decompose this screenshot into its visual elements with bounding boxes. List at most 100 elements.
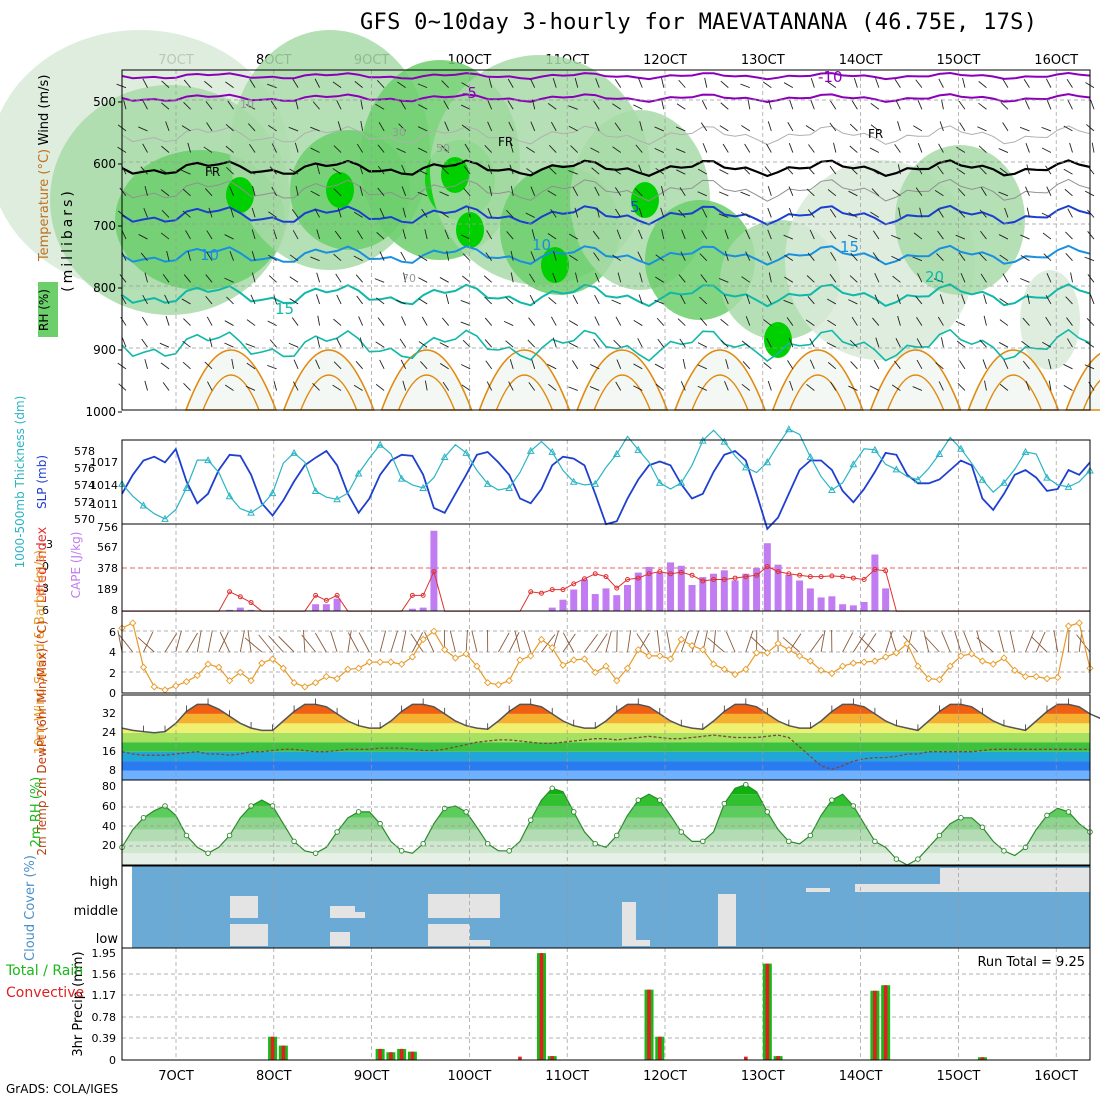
precip-convective-bar bbox=[378, 1048, 382, 1060]
wind10m-barb bbox=[954, 630, 962, 653]
wind-barb bbox=[551, 121, 557, 132]
rh2m-marker bbox=[850, 803, 857, 809]
lifted-index-marker bbox=[840, 574, 846, 580]
wind-barb bbox=[720, 102, 729, 110]
wind10m-marker bbox=[634, 646, 642, 654]
wind-barb bbox=[359, 337, 364, 348]
wind-barb bbox=[937, 165, 944, 175]
freezing-level-label: FR bbox=[868, 127, 883, 141]
rh-legend-label: RH (%) bbox=[37, 289, 51, 331]
wind-barb bbox=[912, 256, 923, 262]
wind-barb bbox=[187, 250, 191, 261]
wind-barb bbox=[870, 211, 880, 218]
thickness-marker bbox=[247, 508, 255, 516]
wind-barb bbox=[850, 252, 858, 261]
lifted-index-marker bbox=[850, 575, 856, 581]
wind10m-marker bbox=[408, 653, 417, 661]
wind-barb bbox=[786, 317, 794, 326]
cloud-bg bbox=[132, 866, 1090, 948]
wind-barb bbox=[593, 338, 600, 348]
wind-barb bbox=[508, 121, 514, 132]
wind-barb bbox=[807, 295, 815, 305]
wind-barb bbox=[1004, 207, 1009, 218]
wind-barb bbox=[740, 211, 751, 218]
wind-barb bbox=[181, 125, 191, 132]
wind-barb bbox=[1063, 385, 1073, 391]
wind-barb bbox=[1048, 359, 1052, 369]
rh-contour bbox=[121, 125, 1091, 146]
temp-band bbox=[122, 742, 1090, 752]
wind10m-barb bbox=[605, 630, 612, 653]
wind10m-marker bbox=[591, 668, 599, 677]
wind-barb bbox=[359, 164, 364, 175]
wind10m-barb bbox=[412, 632, 424, 653]
lifted-index-marker bbox=[549, 587, 555, 593]
wind-barb bbox=[718, 278, 729, 283]
wind-barb bbox=[848, 299, 858, 305]
wind-barb bbox=[826, 298, 837, 305]
cape-bar bbox=[602, 588, 610, 611]
lifted-index-marker bbox=[721, 577, 727, 583]
wind-barb bbox=[310, 147, 320, 153]
wind10m-tick-label: 4 bbox=[109, 646, 116, 659]
wind-barb bbox=[958, 252, 966, 261]
wind-barb bbox=[999, 298, 1009, 305]
wind-barb bbox=[998, 148, 1009, 153]
wind-barb bbox=[679, 338, 686, 348]
wind-barb bbox=[483, 275, 492, 283]
wind-barb bbox=[332, 168, 342, 175]
wind-barb bbox=[288, 126, 299, 132]
x-tick-label-top: 13OCT bbox=[741, 53, 785, 68]
wind10m-barb bbox=[923, 630, 930, 653]
wind-barb bbox=[424, 229, 428, 240]
wind-barb bbox=[376, 80, 385, 88]
wind-barb bbox=[872, 317, 880, 326]
wind10m-tick-label: 6 bbox=[109, 626, 116, 639]
rh-band bbox=[122, 784, 1090, 795]
wind-barb bbox=[547, 363, 557, 370]
rh2m-marker bbox=[334, 829, 340, 835]
lifted-index-marker bbox=[775, 569, 781, 575]
wind-barb bbox=[358, 316, 364, 326]
wind-barb bbox=[978, 80, 987, 88]
isotherm-15 bbox=[121, 283, 1091, 308]
cape-bar bbox=[624, 585, 632, 611]
isotherm-label: 15 bbox=[840, 238, 859, 256]
thickness-marker bbox=[333, 495, 341, 503]
wind-barb bbox=[209, 337, 213, 348]
wind-barb bbox=[442, 381, 450, 391]
boundary-layer-cone bbox=[576, 349, 669, 411]
wind-barb bbox=[379, 251, 385, 261]
wind-barb bbox=[140, 252, 148, 261]
wind-barb bbox=[208, 207, 213, 218]
wind-barb bbox=[747, 99, 751, 110]
wind-barb bbox=[979, 166, 987, 175]
wind10m-marker bbox=[161, 686, 169, 694]
lifted-index-marker bbox=[603, 574, 609, 580]
wind10m-barb bbox=[258, 634, 273, 653]
wind-barb bbox=[872, 252, 880, 261]
wind-barb bbox=[745, 251, 751, 261]
wind-barb bbox=[121, 337, 127, 348]
cape-bar bbox=[699, 577, 707, 611]
thickness-marker bbox=[871, 445, 879, 453]
wind-barb bbox=[767, 99, 772, 110]
isotherm-25 bbox=[300, 374, 358, 411]
precip-convective-bar bbox=[389, 1052, 393, 1060]
wind-barb bbox=[312, 383, 320, 391]
wind-barb bbox=[611, 299, 621, 305]
wind-barb bbox=[1027, 294, 1030, 305]
wind10m-barb bbox=[1053, 630, 1059, 653]
pressure-tick-label: 900 bbox=[93, 343, 116, 357]
wind10m-marker bbox=[505, 677, 513, 685]
rh2m-marker bbox=[979, 824, 986, 830]
freezing-level-label: FR bbox=[205, 165, 220, 179]
wind-barb bbox=[486, 230, 493, 240]
lifted-index-marker bbox=[807, 574, 813, 580]
wind10m-barb bbox=[449, 630, 456, 653]
wind-barb bbox=[570, 145, 579, 153]
wind10m-marker bbox=[989, 660, 997, 668]
wind-barb bbox=[826, 342, 837, 348]
wind10m-marker bbox=[731, 670, 739, 679]
thickness-marker bbox=[419, 483, 427, 491]
